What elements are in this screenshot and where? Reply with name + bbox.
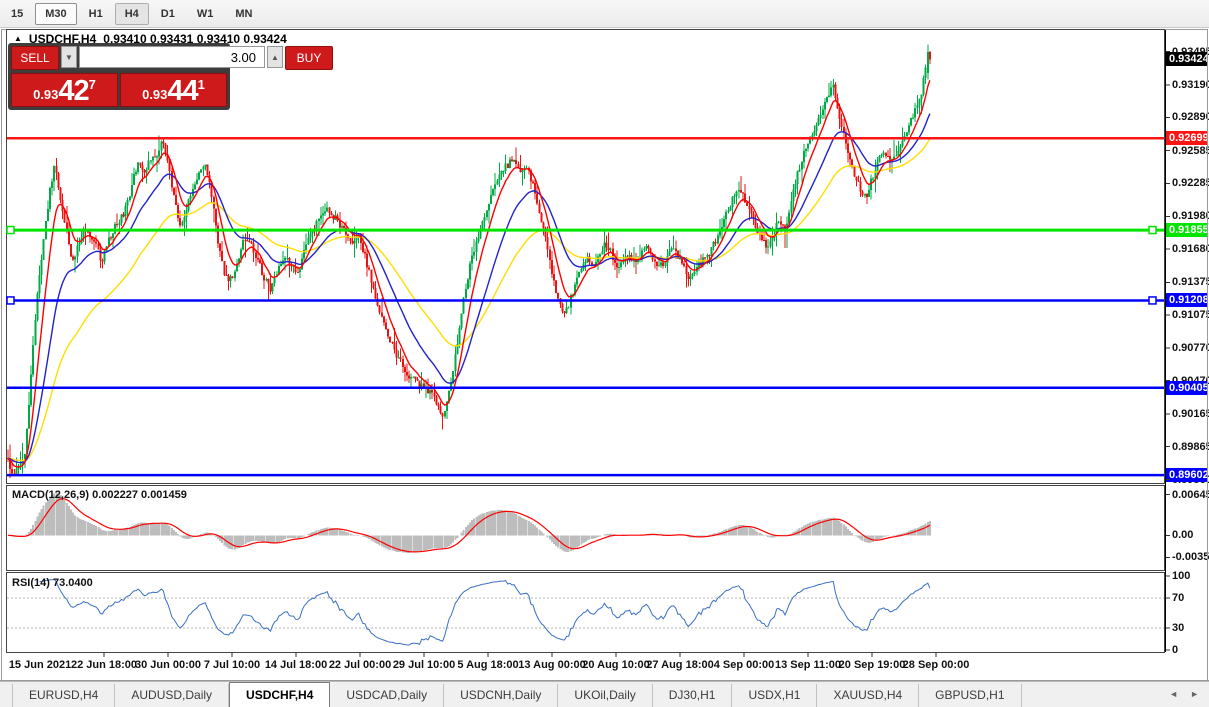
sell-price-button[interactable]: 0.93 42 7 <box>11 73 118 107</box>
date-axis-label: 29 Jul 10:00 <box>392 659 456 671</box>
price-badge-0.91855: 0.91855 <box>1166 223 1209 238</box>
buy-price-prefix: 0.93 <box>142 87 168 102</box>
buy-price-big: 44 <box>167 75 198 107</box>
date-axis-label: 20 Aug 10:00 <box>582 659 650 671</box>
date-axis-label: 13 Aug 00:00 <box>518 659 586 671</box>
date-axis-label: 28 Sep 00:00 <box>902 659 970 671</box>
tab-scroll-arrows: ◄ ► <box>1169 689 1199 699</box>
spinner-down-icon: ▼ <box>65 52 73 62</box>
timeframe-button-h4[interactable]: H4 <box>114 2 149 25</box>
date-axis-label: 5 Aug 18:00 <box>457 659 519 671</box>
date-axis-label: 14 Jul 18:00 <box>264 659 328 671</box>
chart-tab-usdcnh[interactable]: USDCNH,Daily <box>444 684 559 707</box>
sell-button[interactable]: SELL <box>11 46 59 70</box>
rsi-axis-tick: 30 <box>1172 621 1185 634</box>
chart-title-bar: ▲ USDCHF,H4 0.93410 0.93431 0.93410 0.93… <box>14 32 287 46</box>
buy-button[interactable]: BUY <box>285 46 333 70</box>
chart-tab-usdchf[interactable]: USDCHF,H4 <box>229 682 331 707</box>
price-axis-tick: 0.93190 <box>1172 78 1209 91</box>
date-axis-label: 4 Sep 00:00 <box>713 659 775 671</box>
sell-price-pip: 7 <box>88 77 96 92</box>
price-axis-tick: 0.91075 <box>1172 308 1209 321</box>
rsi-axis-tick: 100 <box>1172 570 1191 582</box>
sell-price-big: 42 <box>58 75 89 107</box>
macd-label: MACD(12,26,9) 0.002227 0.001459 <box>12 489 187 501</box>
spinner-up-icon: ▲ <box>271 52 279 62</box>
volume-input[interactable] <box>79 46 265 68</box>
chart-tab-xauusd[interactable]: XAUUSD,H4 <box>817 684 920 707</box>
rsi-label: RSI(14) 73.0400 <box>12 577 93 589</box>
timeframe-button-h1[interactable]: H1 <box>88 7 103 20</box>
price-badge-0.89602: 0.89602 <box>1166 468 1209 483</box>
current-price-badge: 0.93424 <box>1166 52 1209 67</box>
price-badge-0.90405: 0.90405 <box>1166 380 1209 395</box>
price-axis-tick: 0.91980 <box>1172 210 1209 223</box>
date-axis-label: 15 Jun 2021 <box>8 659 72 671</box>
rsi-axis-tick: 70 <box>1172 592 1185 605</box>
buy-price-button[interactable]: 0.93 44 1 <box>120 73 227 107</box>
price-axis-tick: 0.92285 <box>1172 177 1209 190</box>
date-axis-label: 30 Jun 00:00 <box>134 659 202 671</box>
date-axis-label: 22 Jul 00:00 <box>328 659 392 671</box>
date-axis-label: 13 Sep 11:00 <box>774 659 842 671</box>
symbol-period-label: USDCHF,H4 <box>28 32 97 46</box>
price-badge-0.91208: 0.91208 <box>1166 293 1209 308</box>
chart-tab-usdx[interactable]: USDX,H1 <box>732 684 818 707</box>
chart-tab-dj30[interactable]: DJ30,H1 <box>653 684 733 707</box>
timeframe-button-w1[interactable]: W1 <box>196 7 214 20</box>
tab-scroll-left-icon[interactable]: ◄ <box>1169 689 1179 699</box>
macd-axis-tick: 0.00 <box>1172 529 1194 542</box>
macd-axis-tick: -0.00350 <box>1172 551 1209 564</box>
price-axis-tick: 0.90770 <box>1172 342 1209 355</box>
timeframe-button-15[interactable]: 15 <box>11 7 24 20</box>
sell-price-prefix: 0.93 <box>33 87 59 102</box>
tabs-container: EURUSD,H4 AUDUSD,Daily USDCHF,H4 USDCAD,Dai… <box>0 682 1022 707</box>
chart-tab-ukoil[interactable]: UKOil,Daily <box>558 684 653 707</box>
chart-tab-gbpusd[interactable]: GBPUSD,H1 <box>919 684 1022 707</box>
price-axis-tick: 0.92585 <box>1172 144 1209 157</box>
chart-tab-eurusd[interactable]: EURUSD,H4 <box>12 684 116 707</box>
timeframe-toolbar: 15 M30 H1 H4 D1 W1 MN <box>0 0 1209 28</box>
timeframe-button-d1[interactable]: D1 <box>160 7 175 20</box>
tab-scroll-right-icon[interactable]: ► <box>1190 689 1199 699</box>
volume-increase-button[interactable]: ▲ <box>267 46 283 68</box>
price-axis-tick: 0.90165 <box>1172 407 1209 420</box>
timeframe-button-mn[interactable]: MN <box>235 7 253 20</box>
date-axis-label: 22 Jun 18:00 <box>70 659 138 671</box>
ohlc-values: 0.93410 0.93431 0.93410 0.93424 <box>103 32 287 46</box>
price-badge-0.92699: 0.92699 <box>1166 131 1209 146</box>
date-axis-label: 20 Sep 19:00 <box>838 659 906 671</box>
symbol-tab-bar: EURUSD,H4 AUDUSD,Daily USDCHF,H4 USDCAD,Dai… <box>0 681 1209 707</box>
rsi-axis-tick: 0 <box>1172 644 1179 656</box>
date-axis-label: 27 Aug 18:00 <box>646 659 714 671</box>
macd-axis-tick: 0.006451 <box>1172 488 1209 501</box>
price-axis-tick: 0.91680 <box>1172 243 1209 256</box>
buy-price-pip: 1 <box>197 77 205 92</box>
one-click-trading-panel: SELL ▼ ▲ BUY 0.93 42 7 0.93 44 1 <box>8 43 333 110</box>
chart-tab-audusd[interactable]: AUDUSD,Daily <box>115 684 230 707</box>
collapse-panel-icon[interactable]: ▲ <box>14 33 22 43</box>
price-axis-tick: 0.89865 <box>1172 440 1209 453</box>
volume-decrease-button[interactable]: ▼ <box>61 46 77 68</box>
chart-tab-usdcad[interactable]: USDCAD,Daily <box>330 684 445 707</box>
timeframe-button-m30[interactable]: M30 <box>35 2 77 25</box>
date-axis-label: 7 Jul 10:00 <box>203 659 261 671</box>
price-axis-tick: 0.92890 <box>1172 111 1209 124</box>
price-axis-tick: 0.91375 <box>1172 276 1209 289</box>
